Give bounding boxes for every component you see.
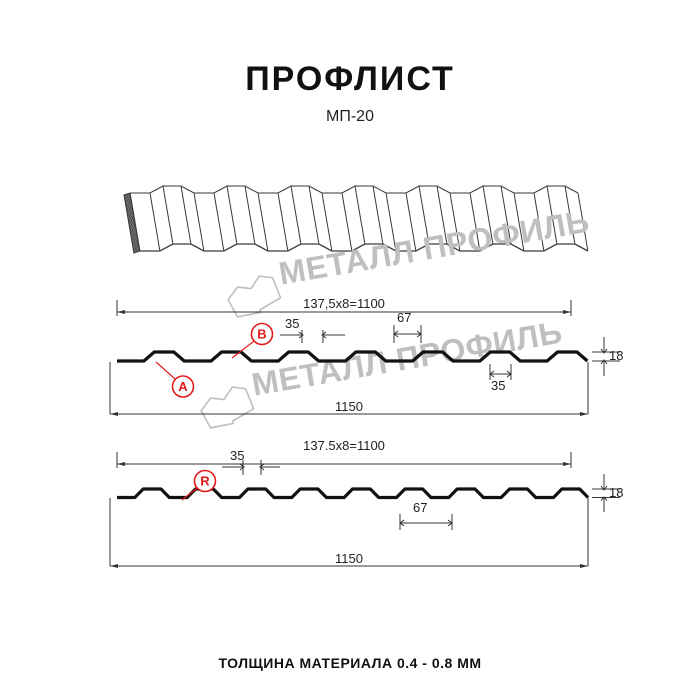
svg-text:137.5x8=1100: 137.5x8=1100 xyxy=(303,438,385,453)
svg-text:67: 67 xyxy=(397,310,411,325)
svg-text:1150: 1150 xyxy=(335,551,363,566)
svg-text:137,5x8=1100: 137,5x8=1100 xyxy=(303,296,385,311)
svg-text:35: 35 xyxy=(491,378,505,393)
svg-text:18: 18 xyxy=(609,348,623,363)
svg-text:35: 35 xyxy=(230,448,244,463)
svg-text:67: 67 xyxy=(413,500,427,515)
svg-text:B: B xyxy=(257,327,266,342)
svg-text:A: A xyxy=(178,379,188,394)
svg-text:35: 35 xyxy=(285,316,299,331)
svg-text:18: 18 xyxy=(609,485,623,500)
svg-text:R: R xyxy=(200,474,210,489)
svg-text:1150: 1150 xyxy=(335,399,363,414)
